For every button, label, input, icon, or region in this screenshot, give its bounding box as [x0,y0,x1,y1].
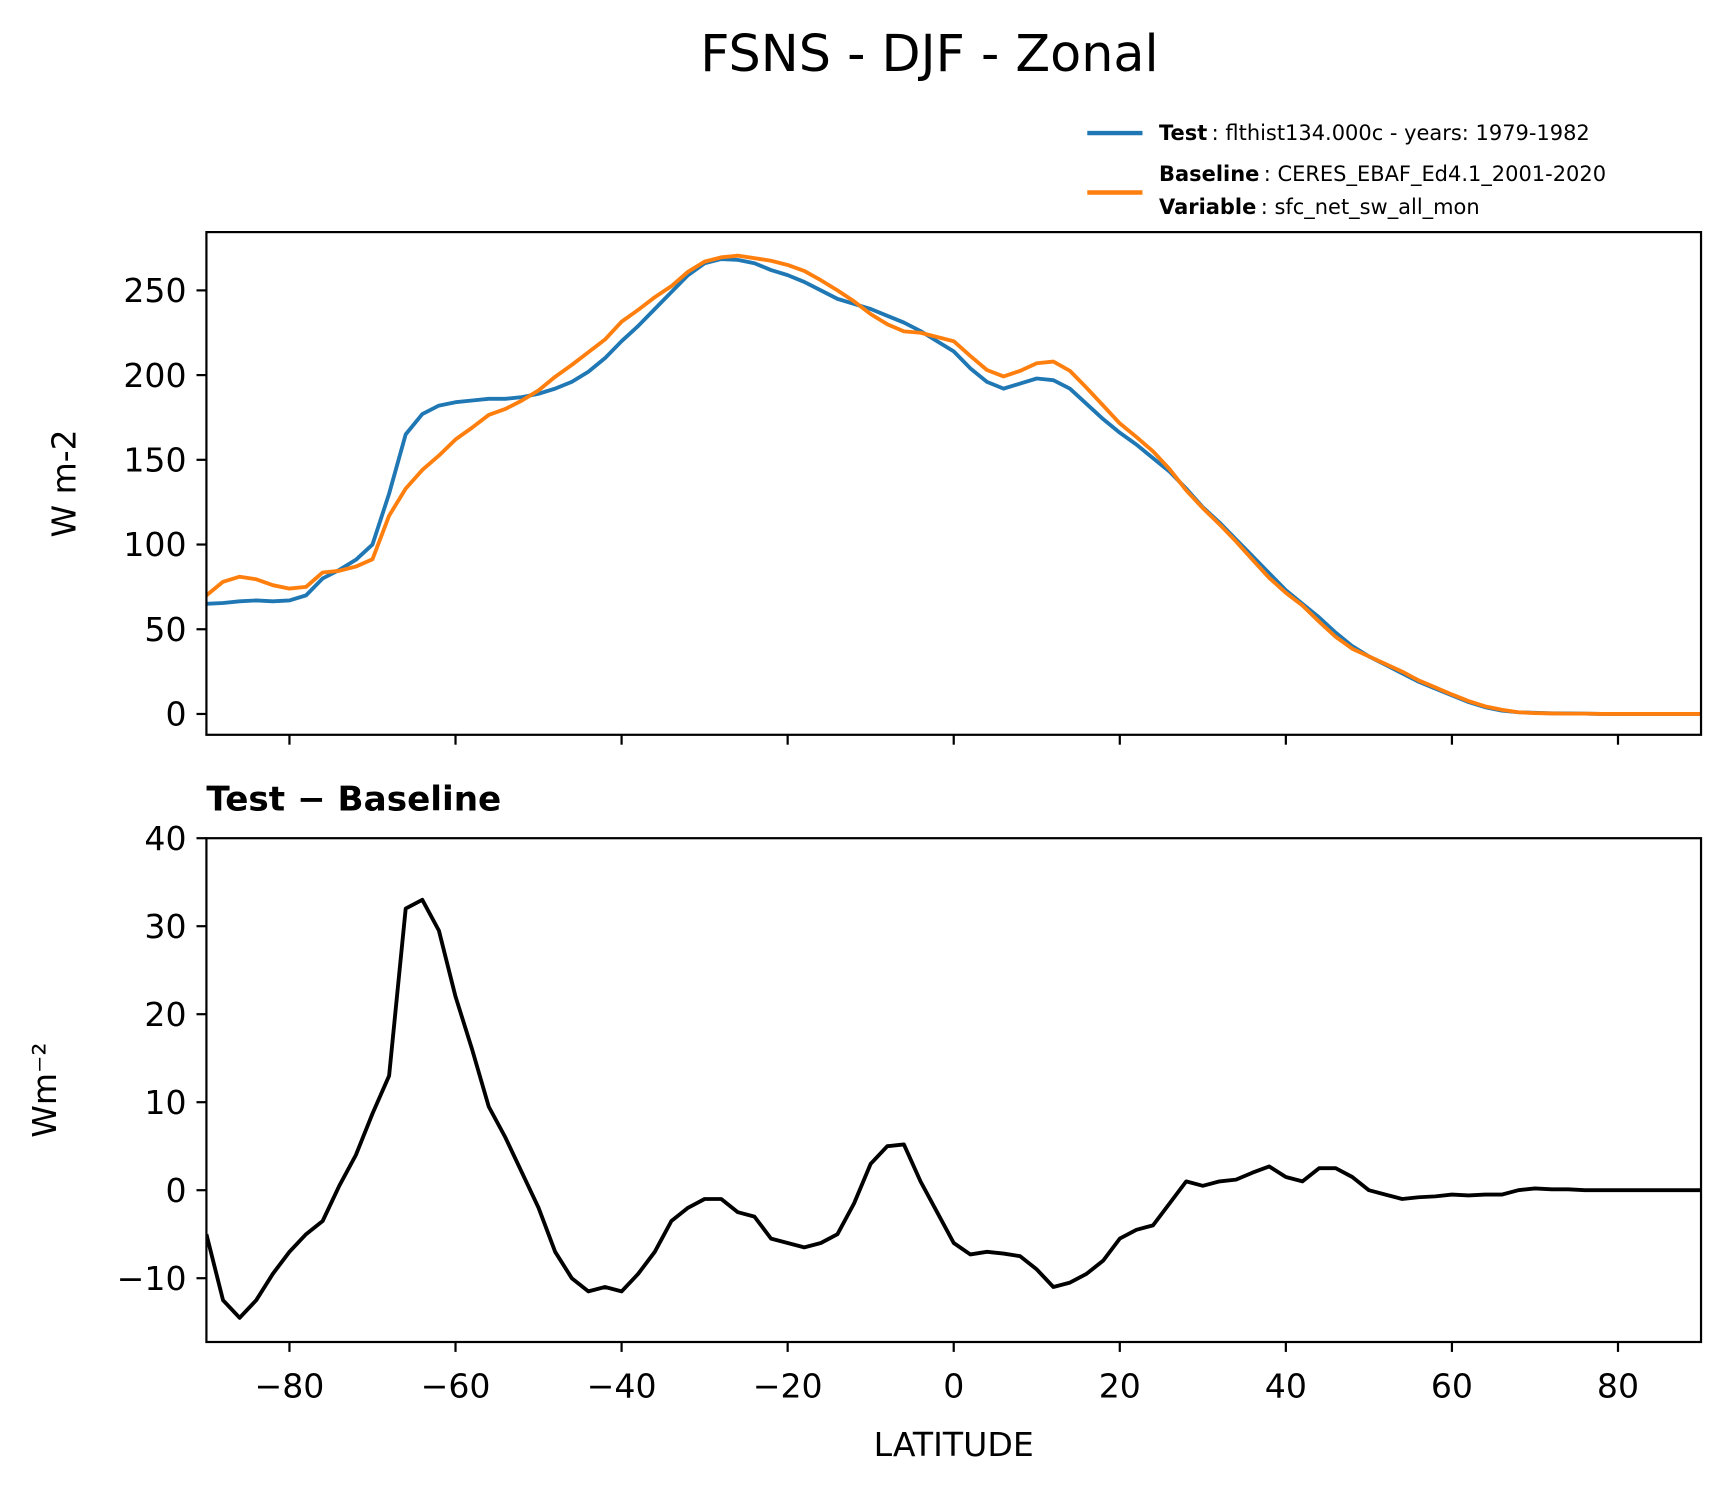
x-tick-label: 20 [1099,1367,1141,1406]
legend-name: Variable [1159,195,1256,219]
legend-name: Baseline [1159,162,1259,186]
y-tick-label: 100 [123,525,186,564]
data-line [206,253,1702,716]
axes-frame [205,837,1703,1344]
x-tick-label: −60 [421,1367,491,1406]
legend-entry: Baseline: CERES_EBAF_Ed4.1_2001-2020 [1159,162,1606,187]
x-tick-label: 40 [1265,1367,1307,1406]
legend-entry: Test: flthist134.000c - years: 1979-1982 [1159,121,1590,145]
axes-frame [205,231,1703,736]
figure-title: FSNS - DJF - Zonal [700,24,1158,83]
legend: Test: flthist134.000c - years: 1979-1982… [1087,121,1606,220]
data-line [206,257,1702,716]
y-tick-label: 20 [144,995,186,1034]
x-tick-label: −40 [587,1367,657,1406]
legend-description: : flthist134.000c - years: 1979-1982 [1212,121,1590,145]
legend-name: Test [1159,121,1207,145]
y-tick-label: 250 [123,271,186,310]
y-tick-label: 200 [123,356,186,395]
y-tick-label: 0 [165,695,186,734]
x-tick-label: −80 [255,1367,325,1406]
y-axis-label: Wm⁻² [25,1042,64,1137]
data-line [206,897,1702,1320]
legend-entry: Variable: sfc_net_sw_all_mon [1159,195,1480,220]
legend-description: : CERES_EBAF_Ed4.1_2001-2020 [1264,162,1606,187]
y-tick-label: 50 [144,610,186,649]
y-tick-label: 30 [144,907,186,946]
x-axis-label: LATITUDE [874,1425,1034,1464]
legend-description: : sfc_net_sw_all_mon [1261,195,1480,220]
x-tick-label: 0 [943,1367,964,1406]
axes-title: Test − Baseline [206,779,501,819]
y-tick-label: 40 [144,819,186,858]
y-tick-label: 0 [165,1171,186,1210]
y-tick-label: 150 [123,441,186,480]
y-axis-label: W m-2 [45,429,84,537]
x-tick-label: 80 [1597,1367,1639,1406]
x-tick-label: −20 [753,1367,823,1406]
y-tick-label: 10 [144,1083,186,1122]
x-tick-label: 60 [1431,1367,1473,1406]
y-tick-label: −10 [117,1259,187,1298]
